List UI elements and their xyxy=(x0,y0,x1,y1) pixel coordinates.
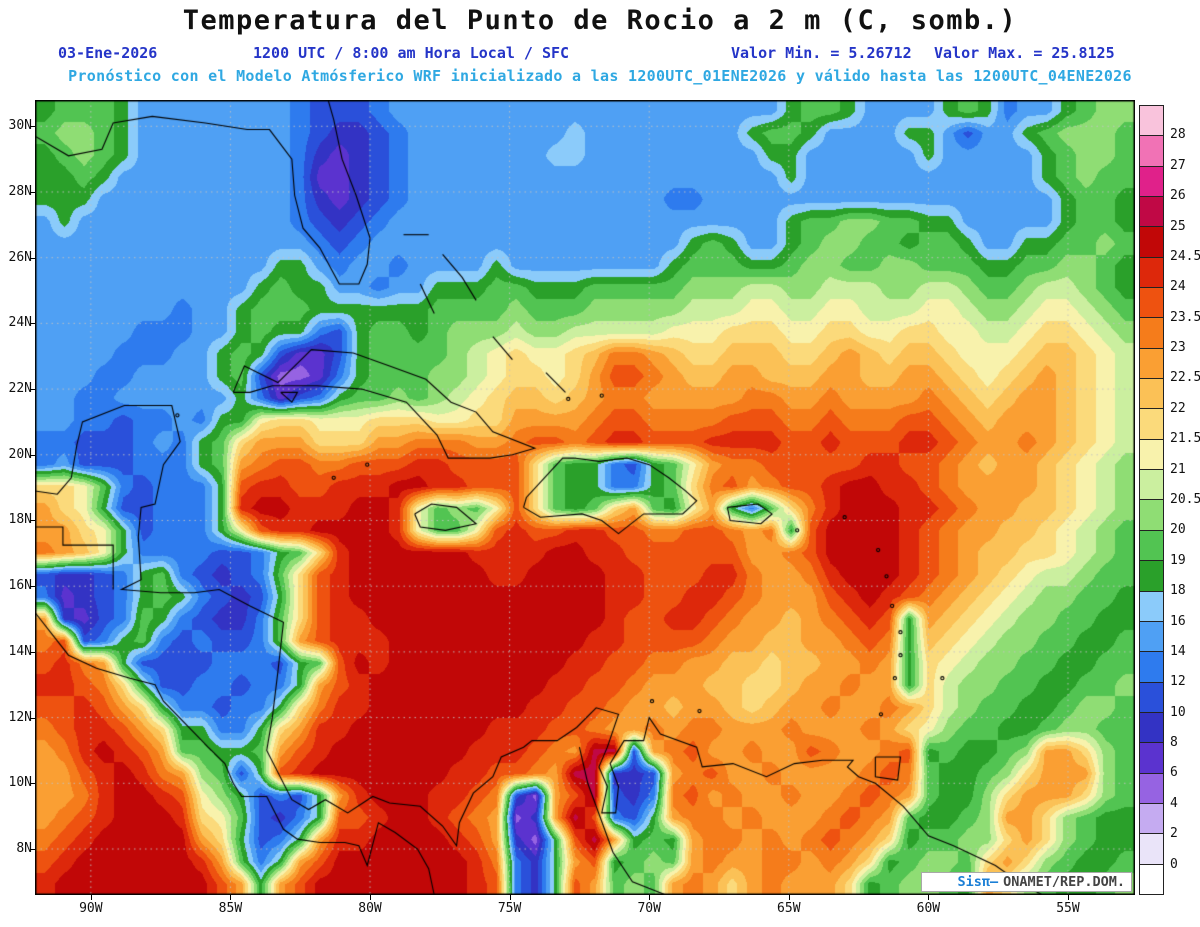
colorbar-label: 4 xyxy=(1170,795,1178,811)
lon-axis-label: 55W xyxy=(1056,901,1080,916)
colorbar-label: 24 xyxy=(1170,279,1186,295)
colorbar-label: 8 xyxy=(1170,735,1178,751)
lon-axis-label: 85W xyxy=(218,901,243,916)
lon-axis-tick xyxy=(1067,895,1069,900)
colorbar-swatch xyxy=(1140,197,1163,228)
lat-axis-label: 10N xyxy=(8,775,32,791)
colorbar-label: 10 xyxy=(1170,704,1186,720)
lon-axis-tick xyxy=(90,895,92,900)
lat-axis-label: 24N xyxy=(8,315,32,331)
colorbar-label: 18 xyxy=(1170,583,1186,599)
colorbar-label: 12 xyxy=(1170,674,1186,690)
dewpoint-map-canvas xyxy=(35,100,1135,895)
colorbar-swatch xyxy=(1140,773,1163,804)
colorbar-swatch xyxy=(1140,409,1163,440)
min-value-label: Valor Min. = 5.26712 xyxy=(731,44,912,62)
forecast-time-label: 1200 UTC / 8:00 am Hora Local / SFC xyxy=(253,44,570,62)
colorbar-label: 6 xyxy=(1170,765,1178,781)
colorbar-label: 23.5 xyxy=(1170,309,1200,325)
colorbar-label: 23 xyxy=(1170,340,1186,356)
lat-axis-label: 26N xyxy=(8,249,32,265)
watermark-badge: Sisπ‒ ONAMET/REP.DOM. xyxy=(921,872,1132,892)
colorbar-swatch xyxy=(1140,682,1163,713)
colorbar-swatch xyxy=(1140,803,1163,835)
forecast-date-label: 03-Ene-2026 xyxy=(58,44,158,62)
colorbar-label: 2 xyxy=(1170,826,1178,842)
lon-axis-label: 90W xyxy=(79,901,103,916)
lon-axis-tick xyxy=(649,895,651,900)
colorbar-swatch xyxy=(1140,470,1163,501)
colorbar-swatch xyxy=(1140,257,1163,289)
colorbar-label: 14 xyxy=(1170,643,1186,659)
colorbar-swatch xyxy=(1140,166,1163,198)
forecast-meta-line: 03-Ene-2026 1200 UTC / 8:00 am Hora Loca… xyxy=(0,44,1200,64)
colorbar-swatch xyxy=(1140,348,1163,380)
colorbar-swatch xyxy=(1140,136,1163,167)
lon-axis-label: 70W xyxy=(637,901,661,916)
lat-axis-label: 12N xyxy=(8,709,32,725)
colorbar-swatch xyxy=(1140,318,1163,349)
colorbar-label: 24.5 xyxy=(1170,248,1200,264)
lon-axis-label: 60W xyxy=(916,901,941,916)
lat-axis-label: 22N xyxy=(8,381,32,397)
lat-axis-label: 8N xyxy=(16,841,32,856)
lat-axis-label: 18N xyxy=(8,512,32,528)
colorbar-swatch xyxy=(1140,379,1163,410)
colorbar-label: 16 xyxy=(1170,613,1186,629)
colorbar-label: 19 xyxy=(1170,552,1186,568)
lon-axis-tick xyxy=(788,895,790,900)
lon-axis-tick xyxy=(928,895,930,900)
lon-axis-tick xyxy=(509,895,511,900)
colorbar-swatch xyxy=(1140,864,1163,894)
colorbar-label: 28 xyxy=(1170,127,1186,143)
colorbar-swatch xyxy=(1140,621,1163,653)
colorbar-label: 27 xyxy=(1170,157,1186,173)
watermark-brand: Sisπ‒ xyxy=(957,874,999,890)
colorbar-swatch xyxy=(1140,439,1163,471)
colorbar-label: 0 xyxy=(1170,856,1178,872)
colorbar-swatch xyxy=(1140,227,1163,258)
lat-axis-label: 30N xyxy=(8,118,32,134)
lon-axis-label: 65W xyxy=(777,901,801,916)
colorbar-label: 26 xyxy=(1170,188,1186,204)
colorbar-label: 21 xyxy=(1170,461,1186,477)
colorbar-swatch xyxy=(1140,530,1163,562)
colorbar-swatch xyxy=(1140,712,1163,744)
colorbar-swatch xyxy=(1140,561,1163,592)
max-value-label: Valor Max. = 25.8125 xyxy=(934,44,1115,62)
lat-axis-label: 28N xyxy=(8,183,32,199)
colorbar-swatch xyxy=(1140,106,1163,137)
lon-axis-tick xyxy=(230,895,232,900)
colorbar-label: 20 xyxy=(1170,522,1186,538)
lon-axis-tick xyxy=(370,895,372,900)
colorbar-swatch xyxy=(1140,591,1163,622)
colorbar-label: 22 xyxy=(1170,400,1186,416)
watermark-org: ONAMET/REP.DOM. xyxy=(1003,874,1125,890)
lat-axis-label: 20N xyxy=(8,446,32,462)
lat-axis-label: 14N xyxy=(8,643,32,659)
colorbar-swatch xyxy=(1140,288,1163,319)
colorbar-label: 25 xyxy=(1170,218,1186,234)
colorbar-swatch xyxy=(1140,743,1163,774)
lat-axis-label: 16N xyxy=(8,578,32,594)
colorbar-label: 20.5 xyxy=(1170,492,1200,507)
colorbar-swatch xyxy=(1140,834,1163,865)
model-info-line: Pronóstico con el Modelo Atmósferico WRF… xyxy=(68,67,1132,85)
lon-axis-label: 75W xyxy=(497,901,522,916)
colorbar-swatch xyxy=(1140,500,1163,531)
page-title: Temperatura del Punto de Rocio a 2 m (C,… xyxy=(182,5,1018,36)
colorbar-swatch xyxy=(1140,652,1163,683)
colorbar xyxy=(1139,105,1164,895)
colorbar-label: 21.5 xyxy=(1170,431,1200,447)
lon-axis-label: 80W xyxy=(358,901,382,916)
colorbar-label: 22.5 xyxy=(1170,370,1200,386)
